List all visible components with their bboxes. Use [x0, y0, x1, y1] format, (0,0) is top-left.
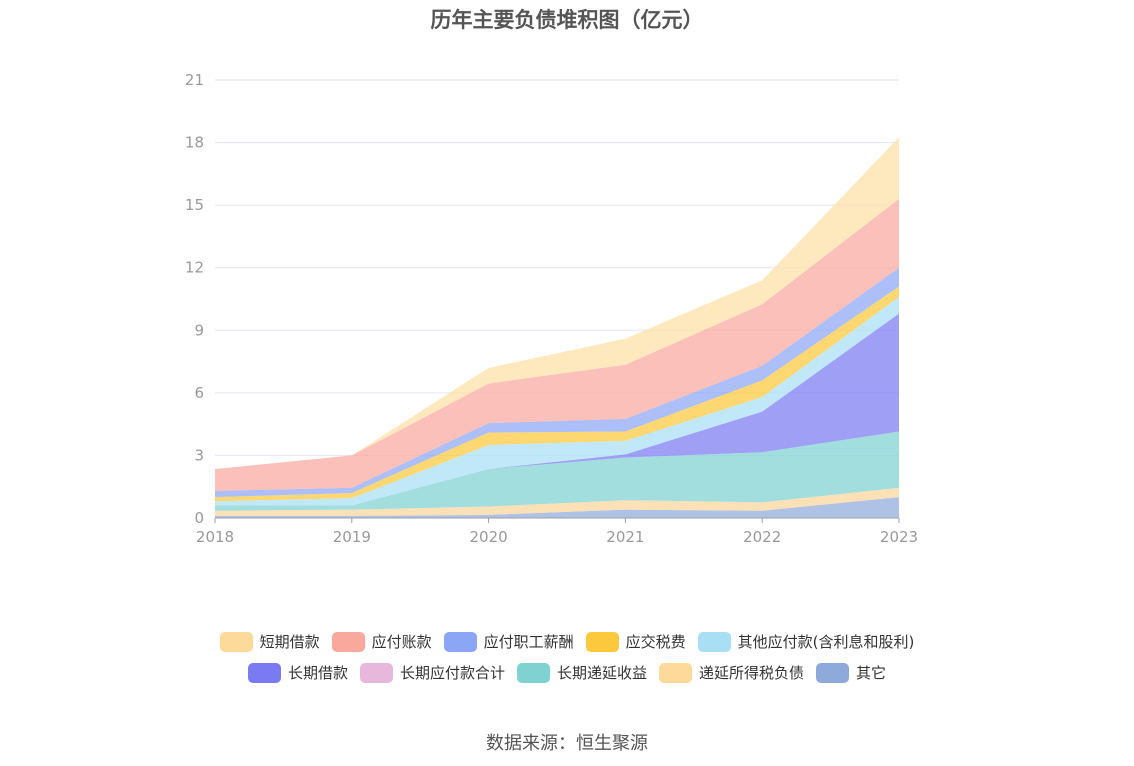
legend-item[interactable]: 长期应付款合计 — [359, 662, 505, 683]
y-tick-label: 6 — [194, 384, 204, 402]
legend-item[interactable]: 其它 — [816, 662, 886, 683]
x-tick-label: 2018 — [196, 528, 234, 546]
legend-label: 应付账款 — [371, 633, 432, 651]
legend-swatch — [359, 662, 393, 683]
legend-label: 递延所得税负债 — [699, 664, 805, 682]
legend-item[interactable]: 长期借款 — [247, 662, 348, 683]
legend-swatch — [331, 631, 365, 652]
legend-item[interactable]: 长期递延收益 — [516, 662, 647, 683]
source-note: 数据来源：恒生聚源 — [486, 733, 648, 754]
y-tick-label: 15 — [185, 196, 204, 214]
legend: 短期借款 应付账款 应付职工薪酬 应交税费 其他应付款(含利息和股利) 长期借款 长期应付… — [0, 631, 1134, 693]
legend-item[interactable]: 应交税费 — [585, 631, 686, 652]
y-tick-label: 21 — [185, 71, 204, 89]
legend-item[interactable]: 应付职工薪酬 — [443, 631, 574, 652]
area-应付账款 — [215, 198, 899, 491]
legend-swatch — [697, 631, 731, 652]
legend-label: 长期应付款合计 — [399, 664, 505, 682]
axes: 0 3 6 9 12 15 18 21 2018 2019 2020 2021 2022 2023 — [185, 71, 918, 546]
legend-swatch — [816, 662, 850, 683]
y-tick-label: 0 — [194, 509, 204, 527]
x-tick-label: 2021 — [606, 528, 644, 546]
legend-swatch — [443, 631, 477, 652]
x-tick-label: 2020 — [470, 528, 508, 546]
area-其它 — [215, 497, 899, 518]
x-tick-label: 2019 — [333, 528, 371, 546]
legend-label: 其它 — [856, 664, 887, 682]
y-tick-label: 3 — [194, 446, 204, 464]
legend-swatch — [585, 631, 619, 652]
stacked-area-chart: 0 3 6 9 12 15 18 21 2018 2019 2020 2021 2022 2023 — [185, 71, 918, 546]
legend-row-2: 长期借款 长期应付款合计 长期递延收益 递延所得税负债 其它 — [0, 662, 1134, 683]
area-其他应付款(含利息和股利) — [215, 296, 899, 506]
area-短期借款 — [215, 137, 899, 469]
legend-row-1: 短期借款 应付账款 应付职工薪酬 应交税费 其他应付款(含利息和股利) — [0, 631, 1134, 652]
area-series — [215, 137, 899, 518]
y-tick-label: 18 — [185, 134, 204, 152]
y-tick-label: 12 — [185, 259, 204, 277]
legend-item[interactable]: 递延所得税负债 — [659, 662, 804, 683]
legend-swatch — [247, 662, 281, 683]
legend-label: 应交税费 — [625, 633, 686, 651]
legend-swatch — [219, 631, 253, 652]
legend-item[interactable]: 其他应付款(含利息和股利) — [697, 631, 915, 652]
legend-item[interactable]: 应付账款 — [331, 631, 432, 652]
legend-label: 短期借款 — [259, 633, 320, 651]
x-tick-label: 2023 — [880, 528, 918, 546]
area-应交税费 — [215, 286, 899, 502]
chart-title: 历年主要负债堆积图（亿元） — [430, 8, 704, 32]
area-递延所得税负债 — [215, 487, 899, 516]
legend-item[interactable]: 短期借款 — [219, 631, 320, 652]
y-tick-label: 9 — [194, 321, 204, 339]
legend-swatch — [516, 662, 550, 683]
legend-label: 长期递延收益 — [556, 664, 647, 682]
area-长期递延收益 — [215, 431, 899, 511]
x-tick-label: 2022 — [743, 528, 781, 546]
legend-swatch — [659, 662, 692, 683]
legend-label: 其他应付款(含利息和股利) — [737, 633, 915, 651]
legend-label: 长期借款 — [287, 664, 348, 682]
legend-label: 应付职工薪酬 — [483, 633, 574, 651]
